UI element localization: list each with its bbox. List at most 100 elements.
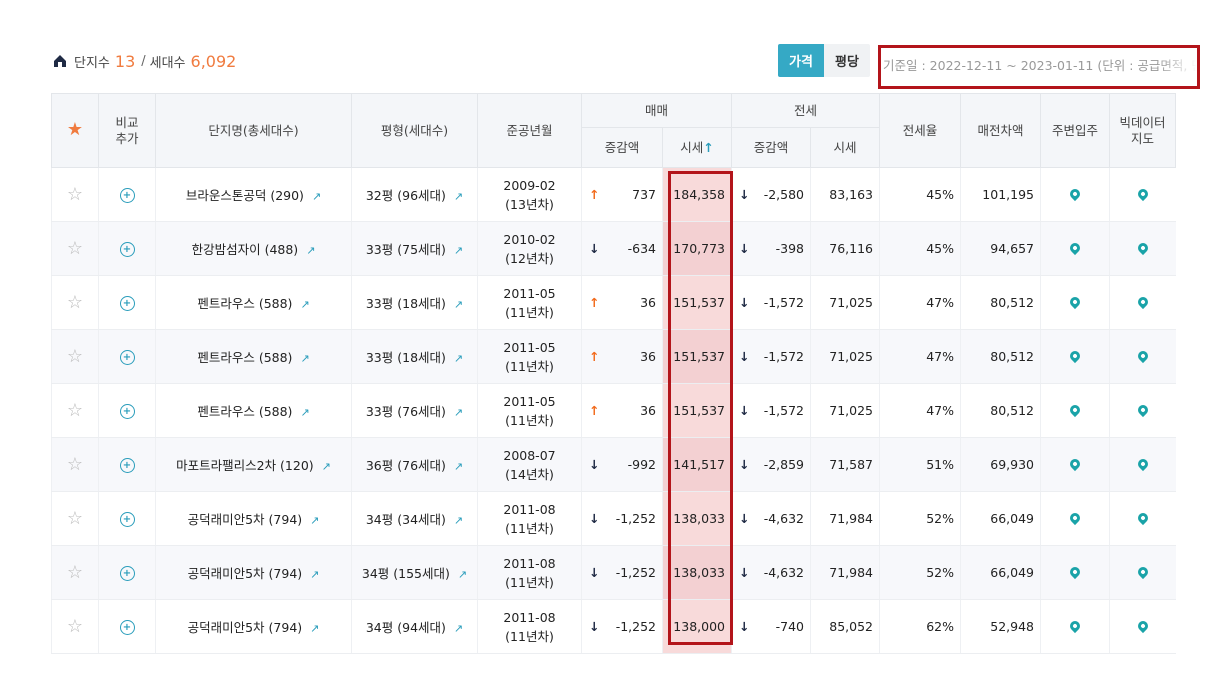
star-outline-icon[interactable]: ☆ xyxy=(66,508,84,529)
compare-cell[interactable]: + xyxy=(98,167,156,222)
table-row[interactable]: ☆ + 공덕래미안5차 (794) ↗ 34평 (94세대) ↗ 2011-08 (11년차)… xyxy=(51,599,1176,654)
map-pin-icon[interactable] xyxy=(1135,510,1150,526)
complex-name-cell[interactable]: 펜트라우스 (588) ↗ xyxy=(155,383,352,438)
move-in-cell[interactable] xyxy=(1040,383,1110,438)
favorite-cell[interactable]: ☆ xyxy=(51,599,99,654)
complex-name-cell[interactable]: 펜트라우스 (588) ↗ xyxy=(155,329,352,384)
compare-cell[interactable]: + xyxy=(98,275,156,330)
map-pin-icon[interactable] xyxy=(1067,456,1083,472)
complex-name-cell[interactable]: 펜트라우스 (588) ↗ xyxy=(155,275,352,330)
gap-header[interactable]: 매전차액 xyxy=(960,93,1041,168)
favorite-cell[interactable]: ☆ xyxy=(51,275,99,330)
sale-price-header[interactable]: 시세↑ xyxy=(662,127,732,168)
complex-name-cell[interactable]: 마포트라팰리스2차 (120) ↗ xyxy=(155,437,352,492)
map-pin-icon[interactable] xyxy=(1067,186,1083,202)
favorite-cell[interactable]: ☆ xyxy=(51,167,99,222)
built-header[interactable]: 준공년월 xyxy=(477,93,582,168)
table-row[interactable]: ☆ + 브라운스톤공덕 (290) ↗ 32평 (96세대) ↗ 2009-02 (13년차)… xyxy=(51,167,1176,222)
trend-chart-icon[interactable]: ↗ xyxy=(310,568,320,581)
table-row[interactable]: ☆ + 펜트라우스 (588) ↗ 33평 (18세대) ↗ 2011-05 (11년차) ↑ 3… xyxy=(51,329,1176,384)
complex-name-cell[interactable]: 브라운스톤공덕 (290) ↗ xyxy=(155,167,352,222)
lease-change-header[interactable]: 증감액 xyxy=(731,127,811,168)
bigdata-map-cell[interactable] xyxy=(1109,383,1176,438)
favorite-cell[interactable]: ☆ xyxy=(51,383,99,438)
compare-add-icon[interactable]: + xyxy=(119,458,135,473)
map-pin-icon[interactable] xyxy=(1067,510,1083,526)
star-outline-icon[interactable]: ☆ xyxy=(66,238,84,259)
compare-cell[interactable]: + xyxy=(98,221,156,276)
bigdata-map-cell[interactable] xyxy=(1109,545,1176,600)
lease-ratio-header[interactable]: 전세율 xyxy=(879,93,961,168)
table-row[interactable]: ☆ + 펜트라우스 (588) ↗ 33평 (18세대) ↗ 2011-05 (11년차) ↑ 3… xyxy=(51,275,1176,330)
complex-name[interactable]: 공덕래미안5차 (794) xyxy=(187,512,303,527)
compare-add-icon[interactable]: + xyxy=(119,296,135,311)
compare-add-icon[interactable]: + xyxy=(119,404,135,419)
star-outline-icon[interactable]: ☆ xyxy=(66,184,84,205)
sale-change-header[interactable]: 증감액 xyxy=(581,127,663,168)
complex-name[interactable]: 펜트라우스 (588) xyxy=(197,404,293,419)
complex-name[interactable]: 공덕래미안5차 (794) xyxy=(187,620,303,635)
star-outline-icon[interactable]: ☆ xyxy=(66,346,84,367)
table-row[interactable]: ☆ + 공덕래미안5차 (794) ↗ 34평 (155세대) ↗ 2011-08 (11년차… xyxy=(51,545,1176,600)
bigdata-map-cell[interactable] xyxy=(1109,491,1176,546)
complex-name[interactable]: 브라운스톤공덕 (290) xyxy=(185,188,304,203)
trend-chart-icon[interactable]: ↗ xyxy=(453,298,464,311)
bigdata-map-cell[interactable] xyxy=(1109,221,1176,276)
map-pin-icon[interactable] xyxy=(1135,564,1150,580)
complex-name-cell[interactable]: 한강밤섬자이 (488) ↗ xyxy=(155,221,352,276)
bigdata-map-cell[interactable] xyxy=(1109,167,1176,222)
move-in-cell[interactable] xyxy=(1040,491,1110,546)
favorite-header[interactable]: ★ xyxy=(51,93,99,168)
size-header[interactable]: 평형(세대수) xyxy=(351,93,478,168)
table-row[interactable]: ☆ + 한강밤섬자이 (488) ↗ 33평 (75세대) ↗ 2010-02 (12년차) ↓… xyxy=(51,221,1176,276)
favorite-cell[interactable]: ☆ xyxy=(51,329,99,384)
map-pin-icon[interactable] xyxy=(1067,402,1083,418)
star-outline-icon[interactable]: ☆ xyxy=(66,454,84,475)
compare-add-icon[interactable]: + xyxy=(119,242,135,257)
trend-chart-icon[interactable]: ↗ xyxy=(457,568,468,581)
trend-chart-icon[interactable]: ↗ xyxy=(300,352,310,365)
trend-chart-icon[interactable]: ↗ xyxy=(306,244,316,257)
compare-cell[interactable]: + xyxy=(98,491,156,546)
trend-chart-icon[interactable]: ↗ xyxy=(321,460,331,473)
map-pin-icon[interactable] xyxy=(1135,402,1150,418)
lease-price-header[interactable]: 시세 xyxy=(810,127,880,168)
per-pyeong-button[interactable]: 평당 xyxy=(824,44,870,77)
compare-cell[interactable]: + xyxy=(98,599,156,654)
trend-chart-icon[interactable]: ↗ xyxy=(453,244,464,257)
bigdata-map-cell[interactable] xyxy=(1109,599,1176,654)
move-in-cell[interactable] xyxy=(1040,167,1110,222)
map-pin-icon[interactable] xyxy=(1067,564,1083,580)
favorite-cell[interactable]: ☆ xyxy=(51,545,99,600)
complex-name[interactable]: 마포트라팰리스2차 (120) xyxy=(176,458,314,473)
move-in-cell[interactable] xyxy=(1040,221,1110,276)
trend-chart-icon[interactable]: ↗ xyxy=(311,190,322,203)
bigdata-map-cell[interactable] xyxy=(1109,437,1176,492)
move-in-cell[interactable] xyxy=(1040,599,1110,654)
trend-chart-icon[interactable]: ↗ xyxy=(453,190,464,203)
compare-add-icon[interactable]: + xyxy=(119,512,135,527)
trend-chart-icon[interactable]: ↗ xyxy=(453,352,464,365)
favorite-cell[interactable]: ☆ xyxy=(51,491,99,546)
price-button[interactable]: 가격 xyxy=(778,44,824,77)
trend-chart-icon[interactable]: ↗ xyxy=(453,460,464,473)
map-pin-icon[interactable] xyxy=(1067,294,1083,310)
trend-chart-icon[interactable]: ↗ xyxy=(453,514,464,527)
map-pin-icon[interactable] xyxy=(1135,240,1150,256)
complex-name[interactable]: 펜트라우스 (588) xyxy=(197,350,293,365)
trend-chart-icon[interactable]: ↗ xyxy=(453,622,464,635)
map-pin-icon[interactable] xyxy=(1067,240,1083,256)
favorite-cell[interactable]: ☆ xyxy=(51,437,99,492)
star-outline-icon[interactable]: ☆ xyxy=(66,616,84,637)
trend-chart-icon[interactable]: ↗ xyxy=(310,514,320,527)
compare-cell[interactable]: + xyxy=(98,545,156,600)
bigdata-map-cell[interactable] xyxy=(1109,329,1176,384)
table-row[interactable]: ☆ + 공덕래미안5차 (794) ↗ 34평 (34세대) ↗ 2011-08 (11년차)… xyxy=(51,491,1176,546)
bigdata-map-cell[interactable] xyxy=(1109,275,1176,330)
compare-add-icon[interactable]: + xyxy=(119,620,135,635)
name-header[interactable]: 단지명(총세대수) xyxy=(155,93,352,168)
compare-cell[interactable]: + xyxy=(98,437,156,492)
map-pin-icon[interactable] xyxy=(1135,186,1150,202)
map-pin-icon[interactable] xyxy=(1067,618,1083,634)
table-row[interactable]: ☆ + 펜트라우스 (588) ↗ 33평 (76세대) ↗ 2011-05 (11년차) ↑ 3… xyxy=(51,383,1176,438)
